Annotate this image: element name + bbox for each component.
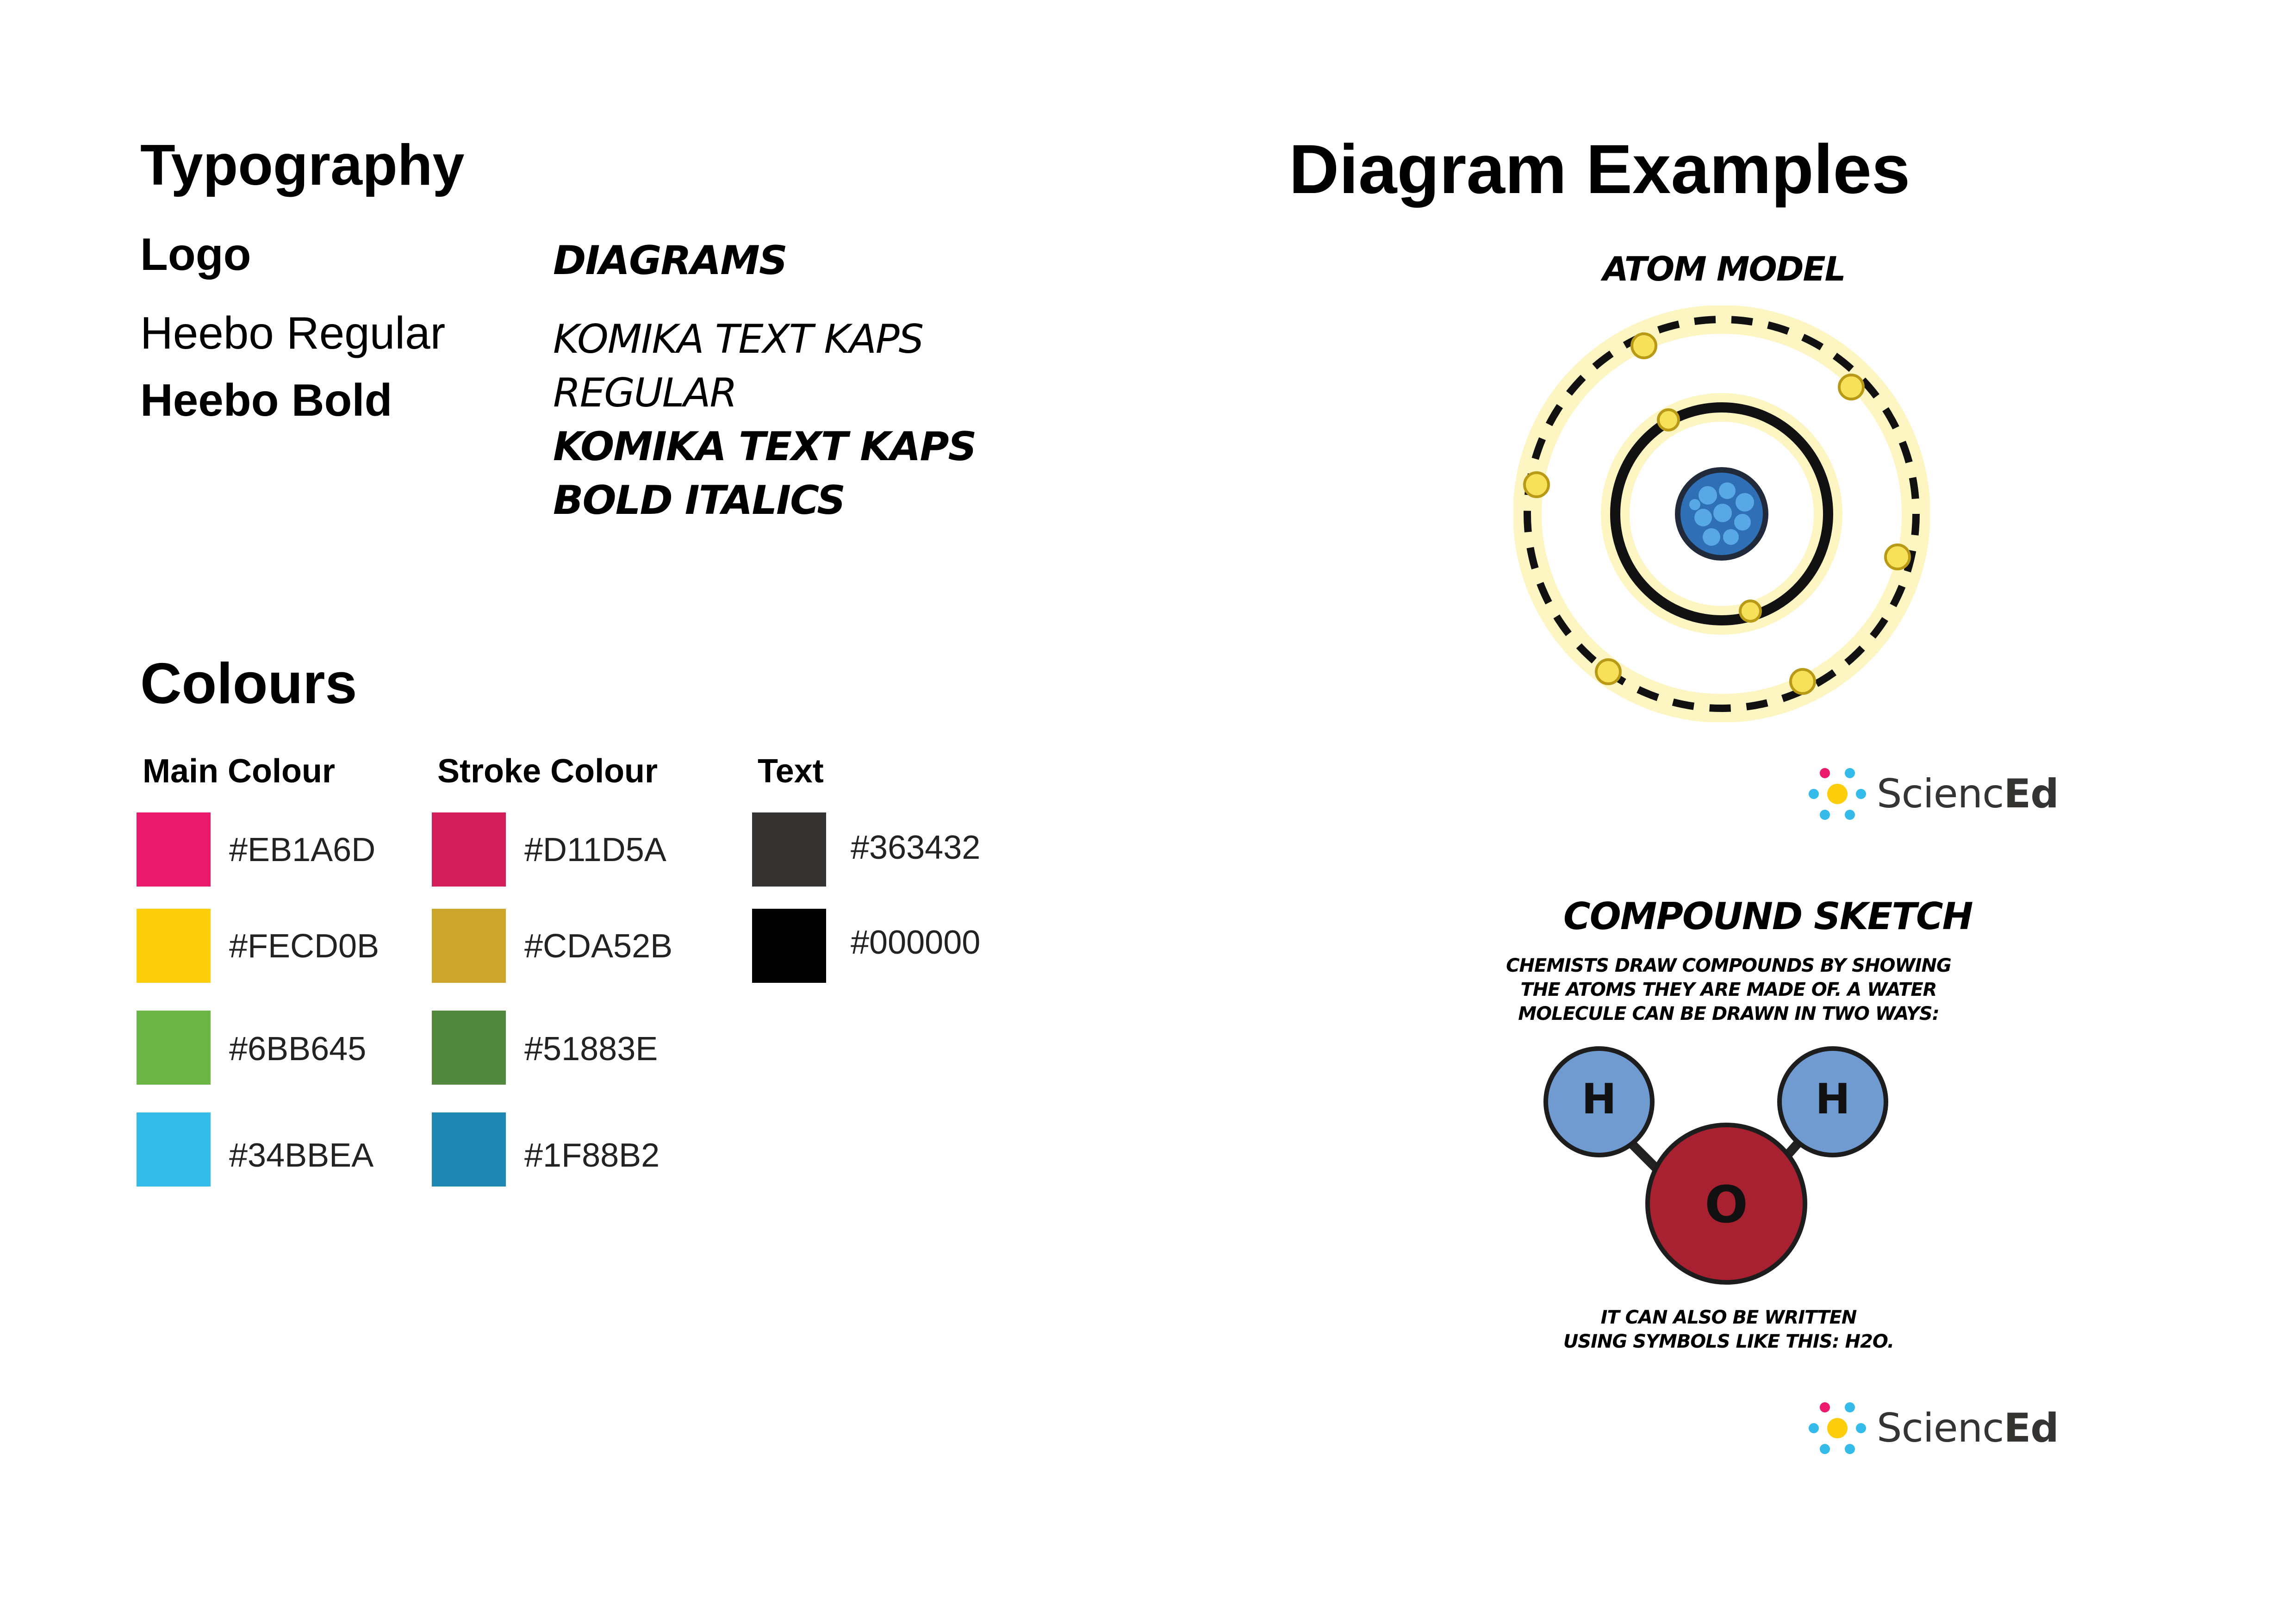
stroke-colour-swatch-blue — [432, 1112, 506, 1187]
compound-description: CHEMISTS DRAW COMPOUNDS BY SHOWING THE A… — [1462, 954, 1995, 1026]
hydrogen-atom-right — [1777, 1046, 1888, 1157]
main-colour-swatch-green — [137, 1011, 211, 1085]
heebo-bold-sample: Heebo Bold — [140, 375, 392, 425]
atom-model-title: ATOM MODEL — [1603, 250, 1846, 288]
diagrams-font-label: DIAGRAMS — [553, 237, 788, 284]
stroke-colour-swatch-yellow — [432, 909, 506, 983]
stroke-colour-hex: #51883E — [524, 1031, 658, 1068]
heebo-regular-sample: Heebo Regular — [140, 307, 446, 358]
main-colour-hex: #6BB645 — [229, 1031, 367, 1068]
stroke-colour-hex: #CDA52B — [524, 928, 673, 965]
stroke-colour-label: Stroke Colour — [437, 753, 658, 790]
stroke-colour-swatch-pink — [432, 812, 506, 887]
main-colour-swatch-blue — [137, 1112, 211, 1187]
hydrogen-left-label: H — [1581, 1075, 1616, 1124]
typography-heading: Typography — [140, 133, 465, 197]
text-colour-hex: #363432 — [851, 829, 981, 866]
oxygen-atom — [1645, 1123, 1807, 1285]
sciencedlogo-atom: SciencEd — [1807, 764, 2059, 824]
compound-sketch-title: COMPOUND SKETCH — [1563, 895, 1973, 938]
hydrogen-atom-left — [1543, 1046, 1655, 1157]
compound-footer-line1: IT CAN ALSO BE WRITTEN — [1600, 1307, 1857, 1328]
compound-footer-line2: USING SYMBOLS LIKE THIS: H2O. — [1563, 1331, 1894, 1352]
logo-font-label: Logo — [140, 229, 251, 280]
compound-description-line2: THE ATOMS THEY ARE MADE OF. A WATER — [1520, 979, 1937, 1000]
stroke-colour-hex: #D11D5A — [524, 831, 666, 868]
sciencedlogo-compound: SciencEd — [1807, 1398, 2059, 1458]
main-colour-hex: #34BBEA — [229, 1137, 374, 1174]
sciencedlogo-wordmark: SciencEd — [1877, 1405, 2059, 1451]
colours-heading: Colours — [140, 652, 357, 716]
stroke-colour-swatch-green — [432, 1011, 506, 1085]
main-colour-swatch-pink — [137, 812, 211, 887]
sciencedlogo-icon — [1809, 768, 1866, 820]
compound-description-line3: MOLECULE CAN BE DRAWN IN TWO WAYS: — [1518, 1003, 1939, 1024]
main-colour-hex: #FECD0B — [229, 928, 380, 965]
text-colour-hex: #000000 — [851, 924, 981, 961]
komika-bold-sample-line2: BOLD ITALICS — [553, 477, 846, 524]
main-colour-swatch-yellow — [137, 909, 211, 983]
text-colour-swatch-black — [752, 909, 826, 983]
diagram-examples-heading: Diagram Examples — [1289, 130, 1910, 208]
water-molecule-diagram: H H O — [1543, 1046, 1888, 1285]
hydrogen-right-label: H — [1815, 1075, 1850, 1124]
main-colour-hex: #EB1A6D — [229, 831, 376, 868]
komika-regular-sample-line1: KOMIKA TEXT KAPS — [553, 316, 924, 362]
text-colour-swatch-dark — [752, 812, 826, 887]
compound-footer: IT CAN ALSO BE WRITTEN USING SYMBOLS LIK… — [1462, 1305, 1995, 1354]
main-colour-label: Main Colour — [143, 753, 335, 790]
komika-bold-sample-line1: KOMIKA TEXT KAPS — [553, 424, 977, 470]
stroke-colour-hex: #1F88B2 — [524, 1137, 660, 1174]
sciencedlogo-wordmark: SciencEd — [1877, 771, 2059, 817]
oxygen-label: O — [1705, 1175, 1748, 1234]
komika-regular-sample-line2: REGULAR — [553, 370, 737, 416]
text-colour-label: Text — [758, 753, 824, 790]
sciencedlogo-icon — [1809, 1402, 1866, 1454]
compound-description-line1: CHEMISTS DRAW COMPOUNDS BY SHOWING — [1506, 955, 1952, 976]
atom-model-diagram — [1513, 306, 1930, 722]
